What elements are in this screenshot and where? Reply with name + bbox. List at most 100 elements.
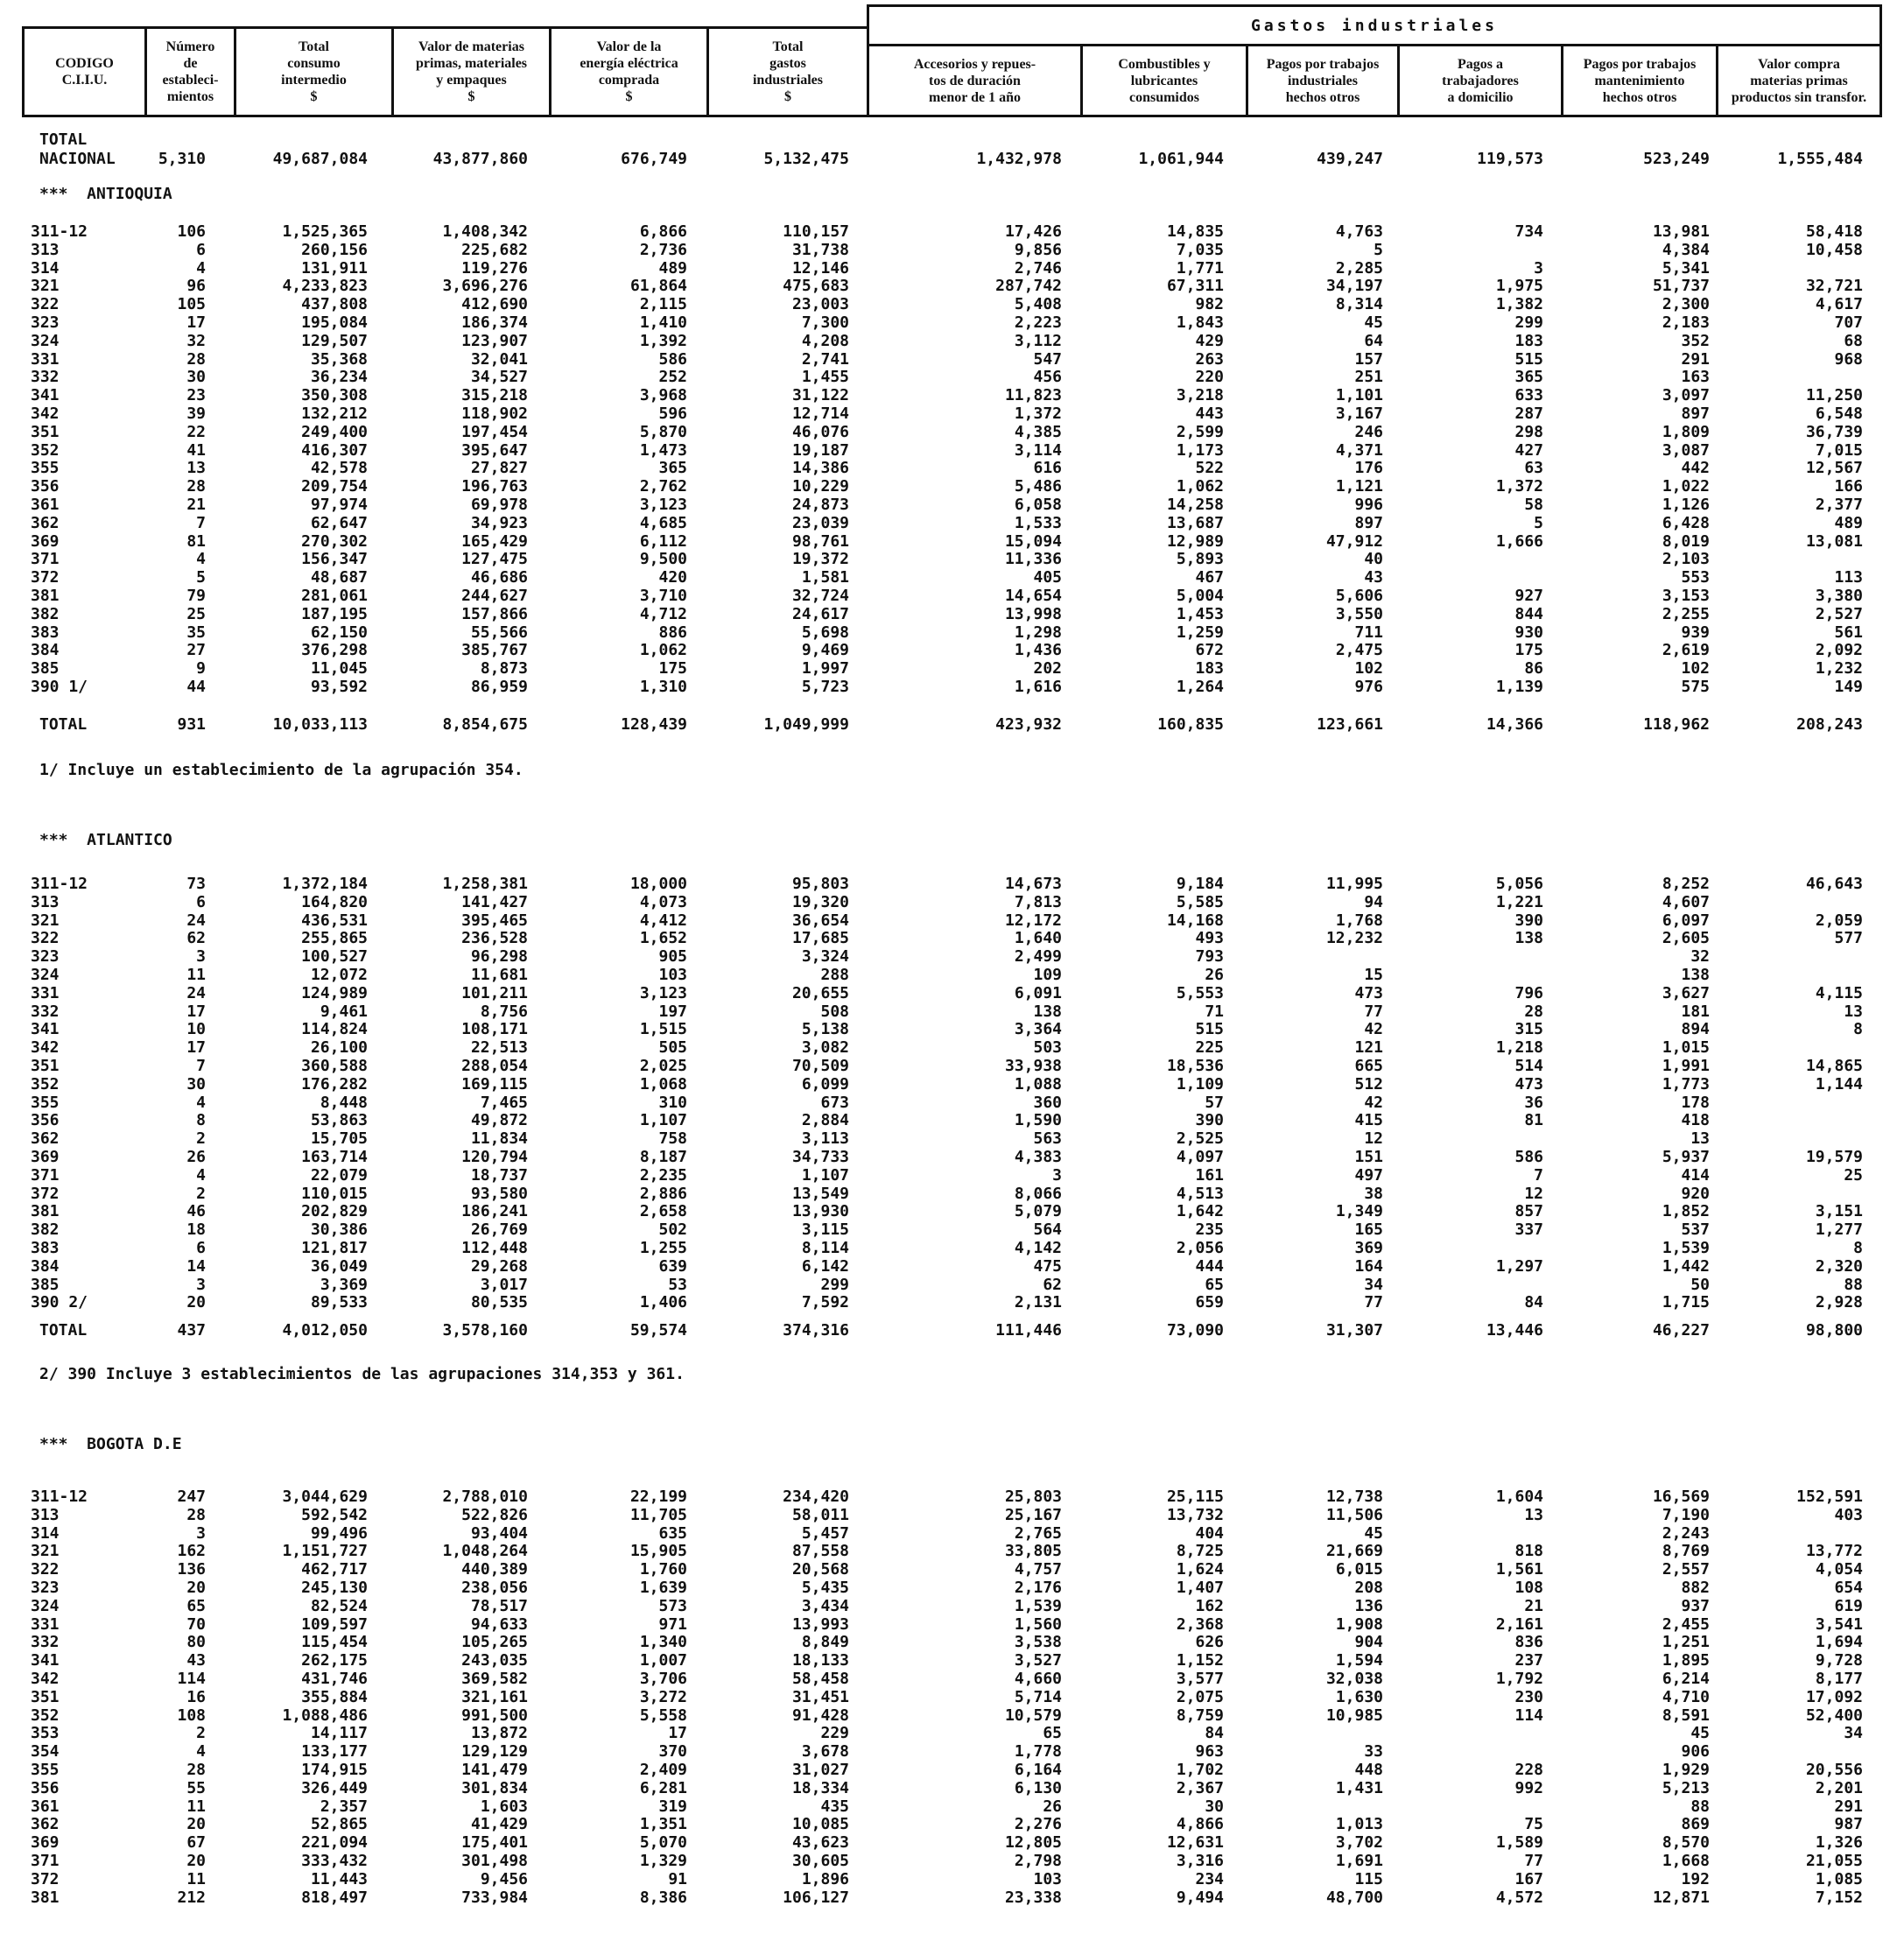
value-cell: 365 bbox=[1514, 368, 1543, 387]
value-cell: 12,146 bbox=[791, 258, 849, 278]
value-cell: 1,351 bbox=[639, 1815, 687, 1834]
value-cell: 1,515 bbox=[639, 1020, 687, 1039]
value-cell: 444 bbox=[1195, 1256, 1224, 1276]
value-cell: 1,297 bbox=[1495, 1256, 1543, 1276]
ciiu-code-cell: 352 bbox=[31, 440, 60, 460]
value-cell: 11,834 bbox=[470, 1129, 528, 1149]
value-cell: 30 bbox=[1205, 1797, 1224, 1816]
value-cell: 7,152 bbox=[1815, 1888, 1863, 1907]
value-cell: 586 bbox=[658, 349, 687, 369]
ciiu-code-cell: 311-12 bbox=[31, 222, 88, 241]
value-cell: 2,557 bbox=[1662, 1560, 1710, 1579]
value-cell: 793 bbox=[1195, 947, 1224, 967]
value-cell: 672 bbox=[1195, 641, 1224, 660]
total-value: 931 bbox=[177, 715, 206, 734]
value-cell: 46,643 bbox=[1805, 875, 1863, 893]
ciiu-code-cell: 383 bbox=[31, 622, 60, 642]
value-cell: 22,199 bbox=[629, 1487, 687, 1506]
value-cell: 28 bbox=[1524, 1002, 1543, 1021]
value-cell: 181 bbox=[1681, 1002, 1710, 1021]
value-cell: 13 bbox=[1690, 1129, 1710, 1149]
value-cell: 20,568 bbox=[791, 1560, 849, 1579]
value-cell: 124,989 bbox=[301, 983, 368, 1002]
value-cell: 234,420 bbox=[783, 1487, 849, 1506]
value-cell: 8,591 bbox=[1662, 1705, 1710, 1725]
section-total-row: TOTAL 931 10,033,113 8,854,675 128,439 1,049,… bbox=[0, 716, 1904, 734]
value-cell: 6 bbox=[196, 892, 206, 911]
value-cell: 255,865 bbox=[301, 929, 368, 948]
value-cell: 32 bbox=[1690, 947, 1710, 967]
value-cell: 21,669 bbox=[1325, 1542, 1383, 1561]
value-cell: 991,500 bbox=[461, 1705, 528, 1725]
value-cell: 992 bbox=[1514, 1778, 1543, 1797]
header-pagos-mantenimiento: Pagos por trabajos mantenimiento hechos … bbox=[1561, 44, 1718, 117]
value-cell: 115,454 bbox=[301, 1633, 368, 1652]
ciiu-code-cell: 331 bbox=[31, 983, 60, 1002]
value-cell: 4,233,823 bbox=[282, 277, 368, 296]
total-value: 10,033,113 bbox=[272, 715, 368, 734]
ciiu-code-cell: 311-12 bbox=[31, 1487, 88, 1506]
ciiu-code-cell: 331 bbox=[31, 349, 60, 369]
ciiu-code-cell: 341 bbox=[31, 1020, 60, 1039]
table-row: 371 4 22,079 18,737 2,235 1,107 3 161 497 7 414 25 bbox=[0, 1165, 1904, 1185]
ciiu-code-cell: 369 bbox=[31, 1148, 60, 1166]
value-cell: 22,513 bbox=[470, 1038, 528, 1058]
value-cell: 420 bbox=[658, 568, 687, 587]
value-cell: 109 bbox=[1033, 966, 1062, 984]
value-cell: 105,265 bbox=[461, 1633, 528, 1652]
value-cell: 34,733 bbox=[791, 1148, 849, 1166]
value-cell: 1,760 bbox=[639, 1560, 687, 1579]
value-cell: 14,654 bbox=[1004, 587, 1062, 605]
value-cell: 44 bbox=[186, 678, 206, 696]
value-cell: 5,070 bbox=[639, 1833, 687, 1853]
value-cell: 133,177 bbox=[301, 1742, 368, 1762]
value-cell: 2,527 bbox=[1815, 604, 1863, 623]
value-cell: 4,097 bbox=[1176, 1148, 1224, 1166]
value-cell: 61,864 bbox=[629, 277, 687, 296]
value-cell: 333,432 bbox=[301, 1852, 368, 1870]
value-cell: 3,550 bbox=[1335, 604, 1383, 623]
table-row: 354 4 133,177 129,129 370 3,678 1,778 963 33 906 bbox=[0, 1743, 1904, 1761]
header-combustibles: Combustibles y lubricantes consumidos bbox=[1080, 44, 1248, 117]
value-cell: 894 bbox=[1681, 1020, 1710, 1039]
value-cell: 14,258 bbox=[1166, 496, 1224, 514]
table-row: 381 79 281,061 244,627 3,710 32,724 14,654 5,00… bbox=[0, 587, 1904, 605]
header-valor-energia: Valor de la energía eléctrica comprada $ bbox=[549, 26, 709, 117]
value-cell: 415 bbox=[1354, 1111, 1383, 1130]
value-cell: 5,435 bbox=[801, 1579, 849, 1597]
value-cell: 1,326 bbox=[1815, 1833, 1863, 1853]
value-cell: 3,541 bbox=[1815, 1614, 1863, 1634]
value-cell: 46,076 bbox=[791, 422, 849, 441]
value-cell: 2 bbox=[196, 1724, 206, 1743]
value-cell: 1,406 bbox=[639, 1293, 687, 1312]
value-cell: 9,500 bbox=[639, 550, 687, 569]
table-row: 353 2 14,117 13,872 17 229 65 84 45 34 bbox=[0, 1725, 1904, 1742]
value-cell: 25,167 bbox=[1004, 1505, 1062, 1524]
value-cell: 9,184 bbox=[1176, 875, 1224, 893]
value-cell: 1,372 bbox=[1495, 477, 1543, 496]
value-cell: 1,908 bbox=[1335, 1614, 1383, 1634]
value-cell: 4,385 bbox=[1014, 422, 1062, 441]
value-cell: 1,715 bbox=[1662, 1293, 1710, 1312]
value-cell: 10,458 bbox=[1805, 240, 1863, 259]
value-cell: 6,548 bbox=[1815, 404, 1863, 423]
value-cell: 4 bbox=[196, 1165, 206, 1185]
value-cell: 251 bbox=[1354, 368, 1383, 387]
value-cell: 857 bbox=[1514, 1202, 1543, 1221]
total-nacional-value: 43,877,860 bbox=[432, 150, 528, 168]
value-cell: 818,497 bbox=[301, 1888, 368, 1907]
value-cell: 12,631 bbox=[1166, 1833, 1224, 1853]
ciiu-code-cell: 390 1/ bbox=[31, 678, 88, 696]
value-cell: 105 bbox=[177, 295, 206, 314]
value-cell: 734 bbox=[1514, 222, 1543, 241]
value-cell: 64 bbox=[1364, 331, 1383, 350]
value-cell: 13,081 bbox=[1805, 531, 1863, 551]
value-cell: 89,533 bbox=[310, 1293, 368, 1312]
table-row: 332 80 115,454 105,265 1,340 8,849 3,538 626 904… bbox=[0, 1634, 1904, 1651]
value-cell: 246 bbox=[1354, 422, 1383, 441]
value-cell: 3 bbox=[196, 1275, 206, 1294]
value-cell: 2,092 bbox=[1815, 641, 1863, 660]
value-cell: 162 bbox=[177, 1542, 206, 1561]
value-cell: 26 bbox=[186, 1148, 206, 1166]
value-cell: 32,721 bbox=[1805, 277, 1863, 296]
